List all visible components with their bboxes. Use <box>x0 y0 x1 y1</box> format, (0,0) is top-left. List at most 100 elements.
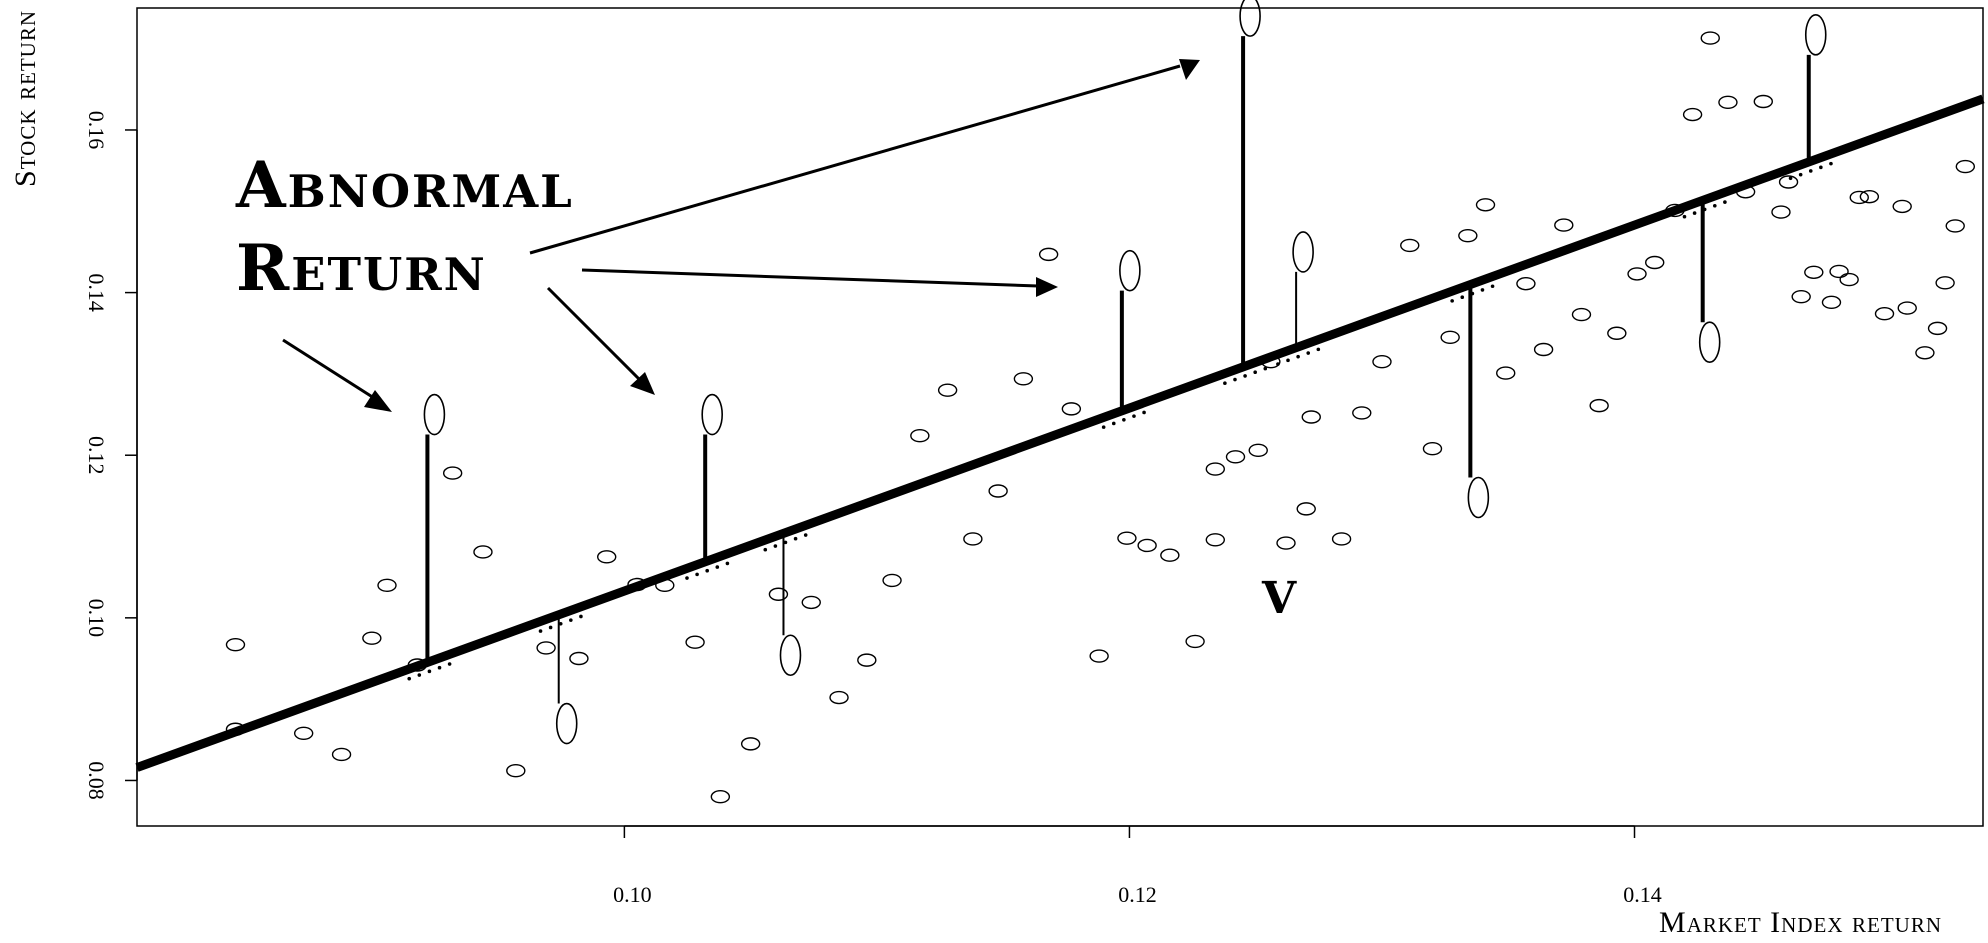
data-point <box>597 550 617 564</box>
y-axis-title: Stock return <box>9 10 42 187</box>
fitted-dot <box>1263 366 1268 371</box>
highlighted-point <box>779 634 802 677</box>
fitted-dot <box>1450 299 1454 303</box>
fitted-dot <box>407 676 412 681</box>
data-point <box>685 635 705 649</box>
fitted-dot <box>1682 214 1687 219</box>
fitted-dot <box>447 662 452 666</box>
annotation-arrows <box>282 59 1200 412</box>
data-point <box>331 747 352 762</box>
data-point <box>1013 372 1034 386</box>
x-tick-label: 0.12 <box>1118 882 1157 907</box>
fitted-dot <box>417 673 422 677</box>
fitted-dot <box>1829 161 1833 166</box>
data-point <box>1892 199 1912 214</box>
data-point <box>1296 502 1316 516</box>
annotation-v-mark: V <box>1261 573 1297 624</box>
data-point <box>963 532 983 546</box>
fitted-dot <box>1808 169 1813 173</box>
fitted-dot <box>1142 410 1146 415</box>
data-point <box>1571 307 1592 322</box>
fitted-dot <box>1296 354 1300 359</box>
data-point <box>1205 462 1226 476</box>
data-point <box>442 466 463 480</box>
fitted-dot <box>695 572 699 577</box>
data-point <box>1516 276 1536 291</box>
fitted-dot <box>437 665 442 670</box>
data-point <box>710 790 731 804</box>
data-point <box>1352 406 1372 420</box>
data-point <box>1458 228 1478 243</box>
highlighted-point <box>1804 14 1827 56</box>
fitted-dot <box>705 568 709 573</box>
arrow-head-4 <box>1179 59 1200 80</box>
fitted-dot <box>1101 425 1106 429</box>
fitted-dot <box>538 629 543 633</box>
data-point <box>1276 536 1296 550</box>
data-point <box>1753 94 1773 109</box>
data-point <box>1915 346 1935 360</box>
data-point <box>1791 289 1811 304</box>
x-tick-label: 0.10 <box>613 882 652 907</box>
data-point <box>1955 159 1976 174</box>
highlighted-point <box>423 393 446 436</box>
x-tick-label: 0.14 <box>1623 882 1662 907</box>
fitted-dot <box>1798 172 1803 177</box>
arrow-head-3 <box>1036 277 1058 297</box>
highlighted-point <box>1239 0 1261 37</box>
data-point <box>1935 276 1955 290</box>
fitted-dot <box>1490 284 1495 289</box>
arrow-to-third-outlier <box>581 268 1039 288</box>
x-axis-title: Market Index return <box>1659 906 1942 939</box>
data-point <box>293 726 314 741</box>
fitted-dot <box>1819 165 1823 170</box>
data-point <box>1205 533 1226 547</box>
data-point <box>1859 189 1880 204</box>
x-axis: 0.10 0.12 0.14 <box>613 825 1662 907</box>
data-point <box>1700 31 1720 45</box>
data-point <box>768 587 789 601</box>
data-point <box>506 764 526 778</box>
fitted-dot <box>1276 362 1280 366</box>
data-point <box>1160 548 1180 562</box>
fitted-dot <box>1712 203 1717 208</box>
fitted-dot <box>783 540 788 545</box>
fitted-dot <box>793 536 798 541</box>
y-tick-label: 0.16 <box>84 111 109 150</box>
scatter-points <box>225 31 1976 804</box>
data-point <box>1778 175 1799 189</box>
data-point <box>937 383 958 397</box>
data-point <box>1589 398 1609 413</box>
data-point <box>1301 410 1321 424</box>
data-point <box>882 573 902 588</box>
annotation-abnormal: Abnormal <box>235 148 574 223</box>
arrow-to-first-outlier <box>282 338 375 400</box>
fitted-dot <box>1243 374 1247 378</box>
data-point <box>1372 355 1392 369</box>
y-tick-label: 0.14 <box>84 273 109 312</box>
y-tick-label: 0.08 <box>84 761 109 800</box>
fitted-dot <box>1480 288 1485 292</box>
data-point <box>1038 247 1059 262</box>
fitted-dot <box>803 533 808 537</box>
data-point <box>1607 326 1627 340</box>
annotation-return: Return <box>236 231 487 306</box>
data-point <box>1331 532 1352 546</box>
fitted-dot <box>763 547 768 552</box>
data-point <box>1804 265 1824 279</box>
data-point <box>536 641 556 655</box>
arrow-to-top-outlier <box>529 64 1181 255</box>
fitted-dot <box>427 669 432 674</box>
data-point <box>569 651 589 666</box>
fitted-dot <box>1223 381 1227 386</box>
arrow-head-2 <box>630 372 655 395</box>
fitted-dot <box>1122 417 1126 422</box>
data-point <box>1089 649 1109 663</box>
data-point <box>1400 238 1420 253</box>
arrow-head-1 <box>364 390 392 412</box>
data-point <box>1475 198 1496 212</box>
fitted-dot <box>715 565 720 569</box>
data-point <box>1718 95 1738 110</box>
data-point <box>1061 402 1082 416</box>
